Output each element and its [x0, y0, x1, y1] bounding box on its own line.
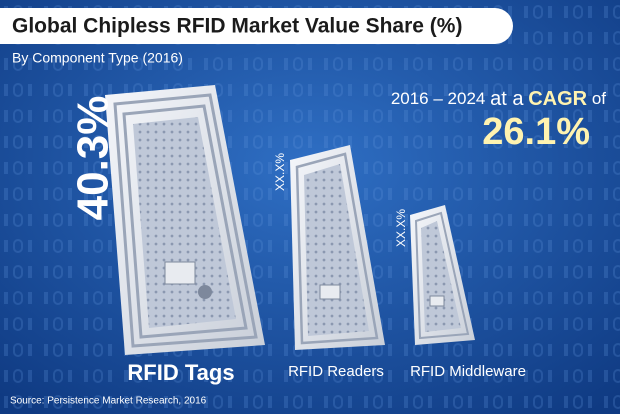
subtitle: By Component Type (2016)	[12, 50, 183, 66]
cagr-connector: at a	[490, 88, 524, 110]
cagr-line: 2016 – 2024 at a CAGR of	[391, 88, 606, 110]
cagr-of: of	[592, 89, 606, 108]
rfid-tag-icon	[105, 85, 265, 355]
cagr-label: CAGR	[528, 88, 587, 110]
item-label: RFID Readers	[288, 363, 384, 380]
item-label: RFID Middleware	[410, 363, 526, 380]
title: Global Chipless RFID Market Value Share …	[12, 15, 462, 38]
share-label: 40.3%	[69, 96, 118, 221]
share-label: XX.X%	[394, 209, 408, 247]
cagr-value: 26.1%	[482, 111, 590, 153]
title-banner	[0, 8, 513, 44]
cagr-period: 2016 – 2024	[391, 89, 486, 108]
source: Source: Persistence Market Research, 201…	[10, 396, 207, 407]
share-label: XX.X%	[273, 153, 287, 191]
rfid-reader-icon	[290, 145, 385, 350]
rfid-middleware-icon	[410, 205, 475, 345]
item-label: RFID Tags	[127, 360, 234, 385]
